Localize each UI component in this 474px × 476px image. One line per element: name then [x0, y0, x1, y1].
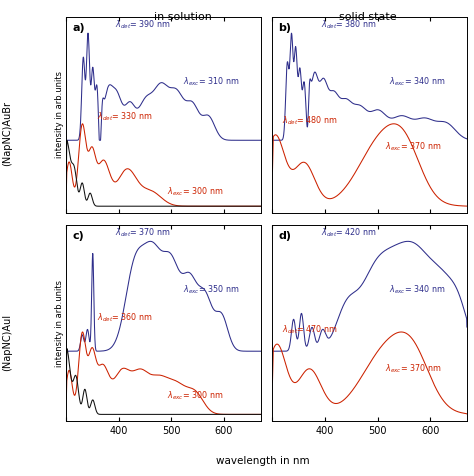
Y-axis label: intensity in arb.units: intensity in arb.units: [55, 71, 64, 159]
Text: $\lambda_{det}$= 360 nm: $\lambda_{det}$= 360 nm: [98, 311, 154, 324]
Text: (NapNC)AuI: (NapNC)AuI: [2, 314, 12, 371]
Text: $\lambda_{exc}$= 340 nm: $\lambda_{exc}$= 340 nm: [389, 76, 446, 88]
Text: $\lambda_{det}$= 330 nm: $\lambda_{det}$= 330 nm: [98, 111, 154, 123]
Text: $\lambda_{exc}$= 300 nm: $\lambda_{exc}$= 300 nm: [167, 390, 224, 402]
Text: $\lambda_{exc}$= 310 nm: $\lambda_{exc}$= 310 nm: [183, 76, 239, 88]
Text: d): d): [278, 231, 292, 241]
Text: in solution: in solution: [154, 12, 211, 22]
Text: $\lambda_{exc}$= 370 nm: $\lambda_{exc}$= 370 nm: [385, 140, 442, 153]
Text: c): c): [72, 231, 84, 241]
Text: (NapNC)AuBr: (NapNC)AuBr: [2, 101, 12, 166]
Text: $\lambda_{det}$= 370 nm: $\lambda_{det}$= 370 nm: [115, 227, 171, 239]
Text: $\lambda_{det}$= 390 nm: $\lambda_{det}$= 390 nm: [115, 19, 171, 31]
Text: $\lambda_{det}$= 380 nm: $\lambda_{det}$= 380 nm: [321, 19, 377, 31]
Text: $\lambda_{det}$= 480 nm: $\lambda_{det}$= 480 nm: [282, 115, 338, 128]
Text: $\lambda_{exc}$= 350 nm: $\lambda_{exc}$= 350 nm: [183, 284, 239, 296]
Y-axis label: intensity in arb.units: intensity in arb.units: [55, 279, 64, 367]
Text: solid state: solid state: [338, 12, 396, 22]
Text: $\lambda_{exc}$= 300 nm: $\lambda_{exc}$= 300 nm: [167, 186, 224, 198]
Text: $\lambda_{det}$= 470 nm: $\lambda_{det}$= 470 nm: [282, 323, 338, 336]
Text: b): b): [278, 22, 292, 32]
Text: $\lambda_{exc}$= 340 nm: $\lambda_{exc}$= 340 nm: [389, 284, 446, 296]
Text: wavelength in nm: wavelength in nm: [216, 456, 310, 466]
Text: a): a): [72, 22, 85, 32]
Text: $\lambda_{exc}$= 370 nm: $\lambda_{exc}$= 370 nm: [385, 362, 442, 375]
Text: $\lambda_{det}$= 420 nm: $\lambda_{det}$= 420 nm: [321, 227, 377, 239]
